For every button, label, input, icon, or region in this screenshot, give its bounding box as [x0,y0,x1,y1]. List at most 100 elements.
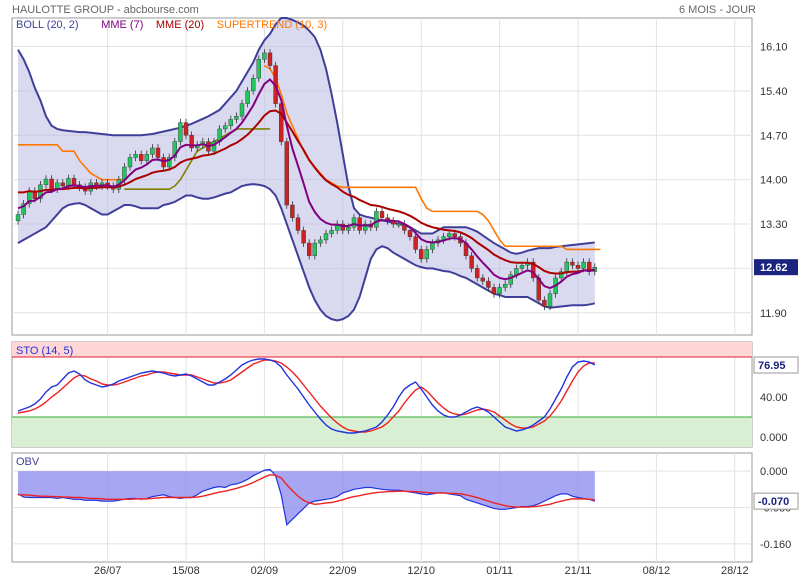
candle-77 [447,233,452,237]
candle-64 [374,211,379,228]
candle-54 [318,239,323,244]
price-y-tick: 14.70 [760,130,788,142]
candle-62 [363,223,368,231]
price-legend-1: MME (7) [101,19,143,31]
candle-49 [290,204,295,218]
candle-5 [43,178,49,185]
candle-44 [262,52,267,60]
price-legend-2: MME (20) [156,19,204,31]
candle-65 [379,211,385,218]
candle-30 [183,122,189,136]
candle-37 [222,125,228,130]
candle-55 [323,233,329,241]
sto-legend: STO (14, 5) [16,345,73,357]
obv-y-tick: -0.160 [760,539,791,551]
price-last-value: 12.62 [760,262,788,274]
candle-38 [228,119,234,126]
x-tick-label: 21/11 [565,565,592,577]
candle-60 [351,217,357,228]
price-y-tick: 16.10 [760,42,788,54]
candle-10 [71,178,77,185]
candle-90 [519,265,525,269]
candle-71 [413,236,418,250]
x-tick-label: 12/10 [407,565,435,577]
obv-area [18,469,595,525]
sto-last-value-box [753,356,799,374]
candle-95 [547,293,553,307]
obv-last-value: -0.070 [758,496,789,508]
price-legend-0: BOLL (20, 2) [16,19,79,31]
price-y-tick: 13.30 [760,219,788,231]
candle-84 [486,280,491,288]
candle-73 [424,249,429,260]
candle-21 [133,154,138,158]
sto-k-line [17,358,596,434]
sto-y-tick: 40.00 [760,392,788,404]
candle-8 [60,182,65,187]
candle-45 [267,52,273,66]
candle-40 [239,103,245,117]
candle-98 [564,261,569,272]
candle-43 [256,59,261,79]
x-tick-label: 22/09 [329,565,357,577]
candle-88 [508,274,513,285]
x-tick-label: 08/12 [643,565,671,577]
candle-6 [49,178,54,190]
candle-50 [295,217,301,231]
candle-78 [452,233,457,237]
obv-last-value-box [753,492,799,510]
candle-42 [250,78,256,92]
obv-y-tick: 0.000 [760,466,788,478]
x-tick-label: 26/07 [94,565,122,577]
x-tick-label: 01/11 [486,565,513,577]
candle-53 [312,242,317,256]
price-y-tick: 15.40 [760,86,788,98]
candle-51 [301,230,306,244]
candle-41 [245,90,250,104]
period-label: 6 MOIS - JOUR [678,4,756,16]
candle-83 [480,277,485,282]
x-tick-label: 02/09 [251,565,279,577]
candle-39 [234,116,239,120]
candle-70 [407,230,413,237]
price-last-value-box [754,259,798,276]
candle-97 [559,271,564,279]
candle-31 [189,135,194,149]
candle-68 [396,223,401,226]
candle-85 [491,287,497,294]
candle-58 [340,223,345,231]
candle-72 [419,249,424,260]
price-y-tick: 11.90 [760,308,787,320]
candle-28 [172,141,178,158]
candle-20 [127,157,133,168]
bollinger-band [18,18,595,321]
candle-29 [178,122,183,142]
candle-0 [15,214,21,222]
candle-56 [329,230,334,234]
candle-27 [166,157,172,168]
candle-87 [503,284,508,288]
supertrend-down-0 [18,144,81,162]
obv-line [17,468,595,526]
mme7-line [17,78,596,290]
bollinger-upper [17,17,595,255]
candle-74 [430,242,435,250]
candle-82 [475,268,480,279]
candle-22 [138,154,144,161]
candle-101 [581,261,586,269]
candle-52 [307,242,312,256]
x-tick-label: 28/12 [721,565,749,577]
sto-overbought-zone [12,342,752,357]
price-y-tick: 14.00 [760,175,788,187]
candle-100 [575,265,581,269]
candle-25 [155,147,161,158]
chart-title: HAULOTTE GROUP - abcbourse.com [12,4,199,16]
sto-y-tick: 0.000 [760,432,788,444]
candle-99 [570,261,575,266]
candle-81 [469,255,474,269]
candle-1 [21,203,26,215]
sto-last-value: 76.95 [758,360,786,372]
sto-d-line [17,359,595,433]
x-tick-label: 15/08 [172,565,200,577]
